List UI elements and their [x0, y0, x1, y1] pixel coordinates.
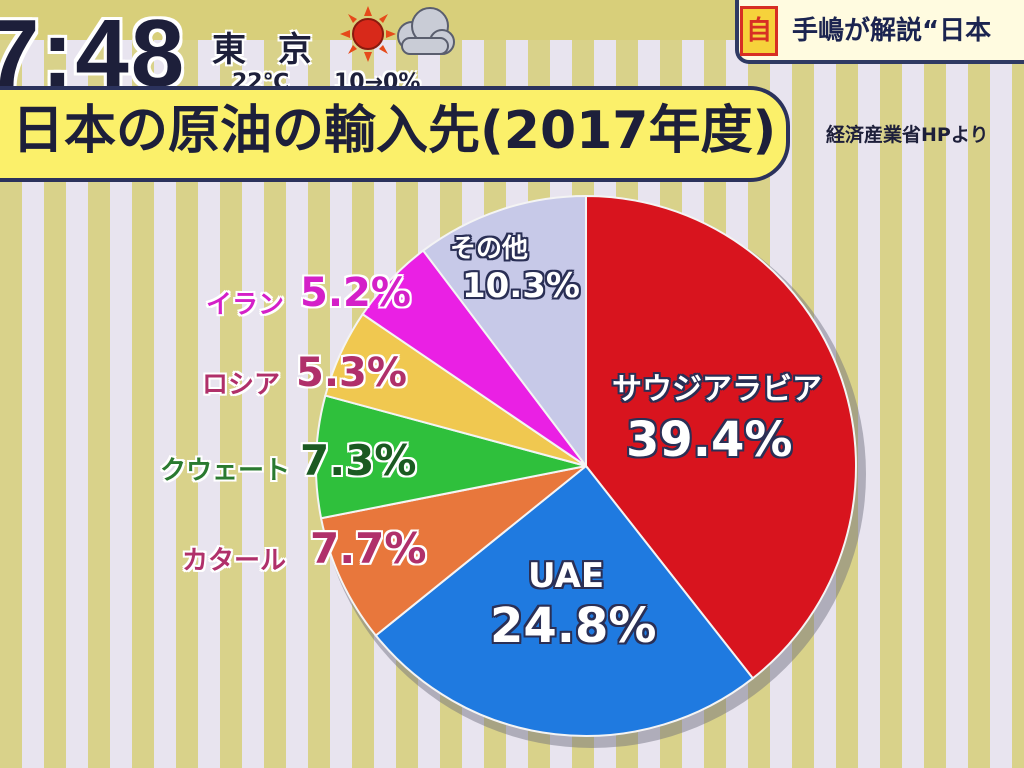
- label-other-value: 10.3%: [462, 266, 580, 306]
- label-uae-value: 24.8%: [490, 598, 657, 654]
- title-banner: [0, 86, 790, 182]
- label-uae-name: UAE: [528, 556, 605, 596]
- pie-slice-saudi: [585, 194, 857, 680]
- label-qatar-name: カタール: [182, 546, 287, 576]
- pie-slice-other: [421, 194, 587, 469]
- label-iran-value: 5.2%: [300, 270, 411, 316]
- pie-slice-qatar: [319, 465, 587, 637]
- corner-badge: 自: [740, 6, 778, 56]
- label-iran-name: イラン: [206, 290, 285, 320]
- label-russia-name: ロシア: [202, 370, 281, 400]
- sun-icon: [340, 6, 396, 62]
- label-kuwait-value: 7.3%: [300, 436, 417, 485]
- city-name: 東 京: [212, 30, 322, 70]
- source-note: 経済産業省HPより: [826, 124, 989, 146]
- chart-title: 日本の原油の輸入先(2017年度): [12, 101, 777, 161]
- label-other-name: その他: [450, 234, 529, 264]
- corner-caption-box: [735, 0, 1024, 64]
- label-saudi-value: 39.4%: [626, 412, 793, 468]
- clock-display: 7:48: [0, 0, 187, 107]
- pie-slice-uae: [374, 464, 755, 737]
- cloud-icon: [397, 7, 455, 55]
- label-qatar-value: 7.7%: [310, 524, 427, 573]
- corner-caption: 手嶋が解説“日本: [792, 16, 992, 46]
- label-kuwait-name: クウェート: [160, 456, 291, 486]
- label-saudi-name: サウジアラビア: [612, 372, 822, 407]
- label-russia-value: 5.3%: [296, 350, 407, 396]
- pie-slice-kuwait: [315, 394, 587, 520]
